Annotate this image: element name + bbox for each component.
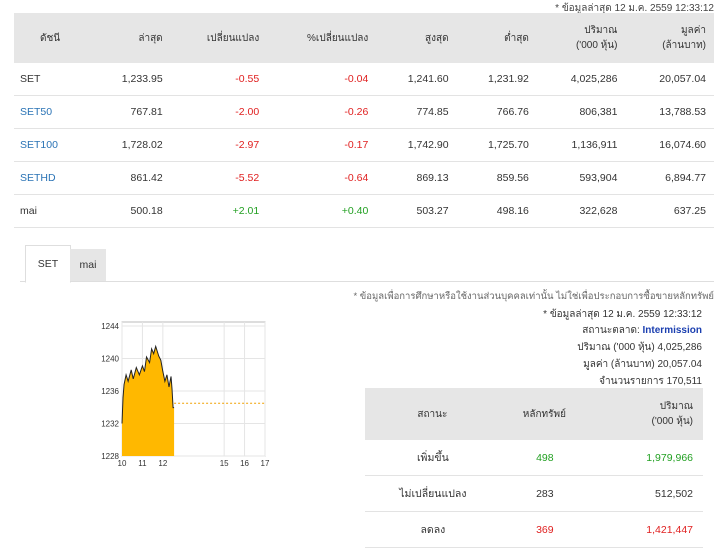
cell-status: ไม่เปลี่ยนแปลง (365, 475, 500, 512)
index-name: mai (14, 194, 91, 228)
x-tick-label: 11 (138, 459, 147, 468)
cell-volume: 593,904 (536, 161, 626, 195)
table-row: เพิ่มขึ้น 498 1,979,966 (365, 440, 703, 476)
adv-col-securities: หลักทรัพย์ (499, 388, 589, 440)
cell-status: ลดลง (365, 511, 500, 548)
y-tick-label: 1232 (101, 420, 119, 429)
cell-low: 1,725.70 (456, 128, 537, 162)
cell-securities: 369 (499, 511, 589, 548)
y-tick-label: 1236 (101, 387, 119, 396)
cell-change: -5.52 (170, 161, 268, 195)
cell-last: 861.42 (90, 161, 171, 195)
market-tabs: SET mai (20, 245, 714, 283)
cell-high: 503.27 (376, 194, 457, 228)
cell-volume: 1,136,911 (536, 128, 626, 162)
info-updated: * ข้อมูลล่าสุด 12 ม.ค. 2559 12:33:12 (543, 309, 702, 320)
cell-last: 1,233.95 (90, 63, 171, 96)
col-change: เปลี่ยนแปลง (170, 13, 268, 63)
adv-col-status: สถานะ (365, 388, 500, 440)
cell-pct: -0.04 (267, 63, 377, 96)
info-value: มูลค่า (ล้านบาท) 20,057.04 (583, 359, 702, 370)
cell-volume: 1,421,447 (588, 511, 703, 548)
x-tick-label: 15 (220, 459, 229, 468)
y-tick-label: 1228 (101, 452, 119, 461)
index-name[interactable]: SET50 (14, 95, 91, 129)
cell-last: 1,728.02 (90, 128, 171, 162)
table-row: SET 1,233.95 -0.55 -0.04 1,241.60 1,231.92 4,0… (14, 63, 714, 96)
col-pct-change: %เปลี่ยนแปลง (267, 13, 377, 63)
col-last: ล่าสุด (90, 13, 171, 63)
cell-pct: -0.64 (267, 161, 377, 195)
adv-col-volume: ปริมาณ ('000 หุ้น) (588, 388, 703, 440)
cell-value: 6,894.77 (625, 161, 714, 195)
market-status: สถานะตลาด: Intermission (582, 323, 702, 338)
index-name[interactable]: SET100 (14, 128, 91, 162)
cell-status: เพิ่มขึ้น (365, 440, 500, 476)
cell-last: 500.18 (90, 194, 171, 228)
cell-volume: 806,381 (536, 95, 626, 129)
cell-volume: 322,628 (536, 194, 626, 228)
cell-value: 16,074.60 (625, 128, 714, 162)
cell-low: 1,231.92 (456, 63, 537, 96)
cell-change: -0.55 (170, 63, 268, 96)
cell-securities: 498 (499, 440, 589, 476)
cell-pct: -0.26 (267, 95, 377, 129)
table-row: SET50 767.81 -2.00 -0.26 774.85 766.76 806,381… (14, 95, 714, 129)
index-table: ดัชนี ล่าสุด เปลี่ยนแปลง %เปลี่ยนแปลง สูงสุด… (14, 13, 714, 228)
x-tick-label: 10 (118, 459, 127, 468)
table-row: mai 500.18 +2.01 +0.40 503.27 498.16 322,628 63… (14, 194, 714, 228)
cell-change: -2.00 (170, 95, 268, 129)
cell-pct: +0.40 (267, 194, 377, 228)
y-tick-label: 1244 (101, 322, 119, 331)
x-tick-label: 17 (261, 459, 270, 468)
y-tick-label: 1240 (101, 355, 119, 364)
cell-securities: 283 (499, 475, 589, 512)
cell-value: 637.25 (625, 194, 714, 228)
cell-value: 20,057.04 (625, 63, 714, 96)
market-status-value: Intermission (642, 325, 702, 336)
col-low: ต่ำสุด (456, 13, 537, 63)
cell-volume: 4,025,286 (536, 63, 626, 96)
col-volume: ปริมาณ ('000 หุ้น) (536, 13, 626, 63)
cell-high: 869.13 (376, 161, 457, 195)
table-row: SETHD 861.42 -5.52 -0.64 869.13 859.56 593,904… (14, 161, 714, 195)
cell-value: 13,788.53 (625, 95, 714, 129)
table-row: ไม่เปลี่ยนแปลง 283 512,502 (365, 475, 703, 512)
info-trades: จำนวนรายการ 170,511 (599, 376, 702, 387)
info-volume: ปริมาณ ('000 หุ้น) 4,025,286 (577, 342, 702, 353)
last-update-note: * ข้อมูลล่าสุด 12 ม.ค. 2559 12:33:12 (555, 3, 714, 14)
cell-low: 766.76 (456, 95, 537, 129)
cell-pct: -0.17 (267, 128, 377, 162)
cell-high: 1,241.60 (376, 63, 457, 96)
cell-high: 1,742.90 (376, 128, 457, 162)
cell-low: 498.16 (456, 194, 537, 228)
market-status-label: สถานะตลาด: (582, 325, 640, 336)
cell-volume: 512,502 (588, 475, 703, 512)
cell-low: 859.56 (456, 161, 537, 195)
cell-high: 774.85 (376, 95, 457, 129)
tab-set[interactable]: SET (25, 245, 71, 283)
price-line (121, 344, 175, 424)
x-tick-label: 12 (158, 459, 167, 468)
tab-mai[interactable]: mai (70, 249, 106, 281)
cell-change: -2.97 (170, 128, 268, 162)
col-high: สูงสุด (376, 13, 457, 63)
col-value: มูลค่า (ล้านบาท) (625, 13, 714, 63)
cell-volume: 1,979,966 (588, 440, 703, 476)
advance-decline-table: สถานะ หลักทรัพย์ ปริมาณ ('000 หุ้น) เพิ่ม… (365, 388, 703, 548)
col-index: ดัชนี (14, 13, 91, 63)
set-intraday-chart: 1244 1240 1236 1232 1228 10 11 12 15 16 17 (100, 316, 280, 479)
disclaimer-note: * ข้อมูลเพื่อการศึกษาหรือใช้งานส่วนบุคคล… (353, 291, 714, 302)
index-name: SET (14, 63, 91, 96)
x-tick-label: 16 (240, 459, 249, 468)
table-row: ลดลง 369 1,421,447 (365, 511, 703, 548)
cell-change: +2.01 (170, 194, 268, 228)
cell-last: 767.81 (90, 95, 171, 129)
index-name[interactable]: SETHD (14, 161, 91, 195)
table-row: SET100 1,728.02 -2.97 -0.17 1,742.90 1,725.70… (14, 128, 714, 162)
